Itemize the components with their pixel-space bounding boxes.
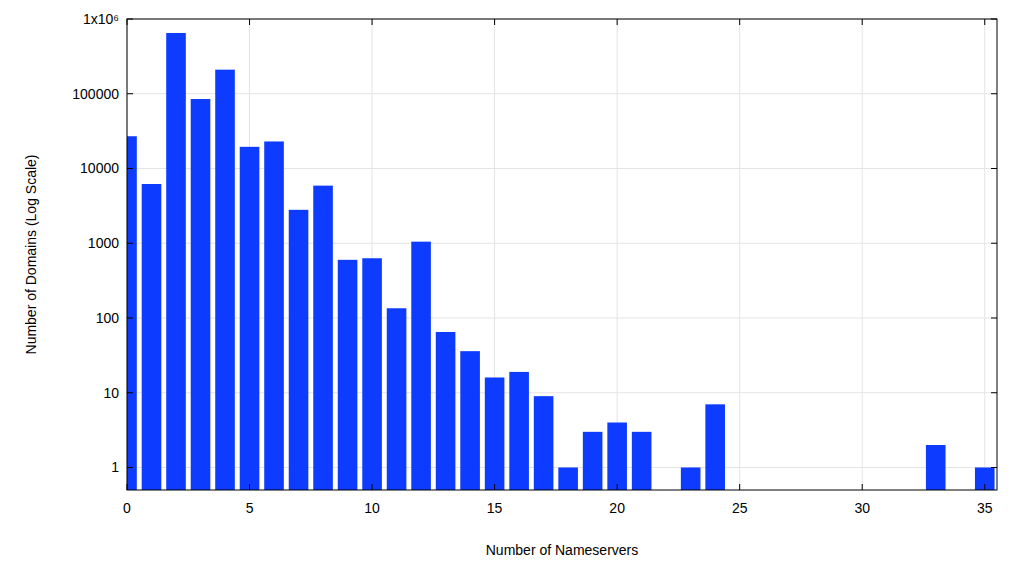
x-tick xyxy=(372,484,373,490)
bar xyxy=(632,432,652,490)
plot-frame xyxy=(127,19,997,490)
x-tick xyxy=(739,484,740,490)
y-tick xyxy=(991,243,997,244)
bar xyxy=(681,467,701,490)
x-tick xyxy=(984,484,985,490)
bar xyxy=(240,147,260,490)
x-tick xyxy=(617,484,618,490)
grid-line-x xyxy=(862,19,863,490)
y-tick xyxy=(991,317,997,318)
bar xyxy=(289,210,309,490)
x-tick-label: 10 xyxy=(364,500,380,516)
x-tick xyxy=(249,19,250,25)
x-tick xyxy=(127,19,128,25)
bar xyxy=(558,467,578,490)
y-tick xyxy=(991,467,997,468)
x-tick-label: 30 xyxy=(854,500,870,516)
grid-line-x xyxy=(984,19,985,490)
bars xyxy=(127,33,995,490)
x-tick xyxy=(617,19,618,25)
bar xyxy=(534,396,554,490)
y-tick-label: 100000 xyxy=(72,86,119,102)
y-tick xyxy=(991,168,997,169)
y-tick xyxy=(127,467,133,468)
bar xyxy=(411,242,431,490)
y-tick xyxy=(127,19,133,20)
bar xyxy=(142,184,162,490)
y-tick xyxy=(127,317,133,318)
bar xyxy=(166,33,186,490)
y-tick xyxy=(991,19,997,20)
x-tick-label: 0 xyxy=(123,500,131,516)
y-tick xyxy=(127,243,133,244)
bar xyxy=(215,70,235,490)
y-tick-label: 10000 xyxy=(80,160,119,176)
x-tick xyxy=(372,19,373,25)
y-tick-label: 1 xyxy=(111,459,119,475)
x-tick-label: 25 xyxy=(732,500,748,516)
y-tick-label: 100 xyxy=(96,310,120,326)
y-tick xyxy=(991,392,997,393)
y-tick-label: 1x10⁶ xyxy=(83,11,119,27)
bar xyxy=(926,445,946,490)
x-tick-label: 15 xyxy=(487,500,503,516)
grid-line-x xyxy=(739,19,740,490)
y-tick xyxy=(991,93,997,94)
bar xyxy=(264,141,284,490)
y-tick-label: 10 xyxy=(103,385,119,401)
bar xyxy=(338,260,358,490)
bar xyxy=(485,377,505,490)
x-tick xyxy=(984,19,985,25)
y-tick xyxy=(127,392,133,393)
axes: 1 10 100 1000 10000 100000 1x10⁶ 0 5 10 15 20 25 30 35 xyxy=(72,11,997,516)
grid xyxy=(127,19,997,490)
x-axis-title: Number of Nameservers xyxy=(486,542,639,558)
x-tick xyxy=(494,19,495,25)
grid-line-y xyxy=(127,93,997,94)
y-tick xyxy=(127,168,133,169)
x-tick-label: 35 xyxy=(977,500,993,516)
x-tick xyxy=(494,484,495,490)
bar xyxy=(387,308,407,490)
y-tick-label: 1000 xyxy=(88,235,119,251)
bar xyxy=(607,422,627,490)
bar xyxy=(436,332,456,490)
y-axis-title: Number of Domains (Log Scale) xyxy=(23,155,39,355)
bar xyxy=(975,467,995,490)
bar xyxy=(313,186,333,490)
bar xyxy=(362,258,382,490)
grid-line-x xyxy=(617,19,618,490)
bar xyxy=(509,372,529,490)
x-tick xyxy=(249,484,250,490)
x-tick-label: 20 xyxy=(609,500,625,516)
x-tick xyxy=(739,19,740,25)
x-tick xyxy=(127,484,128,490)
chart-svg: 1 10 100 1000 10000 100000 1x10⁶ 0 5 10 15 20 25 30 35… xyxy=(0,0,1024,572)
bar xyxy=(583,432,603,490)
y-tick xyxy=(127,93,133,94)
bar xyxy=(191,99,211,490)
x-tick-label: 5 xyxy=(246,500,254,516)
chart-container: 1 10 100 1000 10000 100000 1x10⁶ 0 5 10 15 20 25 30 35… xyxy=(0,0,1024,572)
bar xyxy=(127,136,137,490)
bar xyxy=(705,404,725,490)
bar xyxy=(460,351,480,490)
x-tick xyxy=(862,19,863,25)
x-tick xyxy=(862,484,863,490)
